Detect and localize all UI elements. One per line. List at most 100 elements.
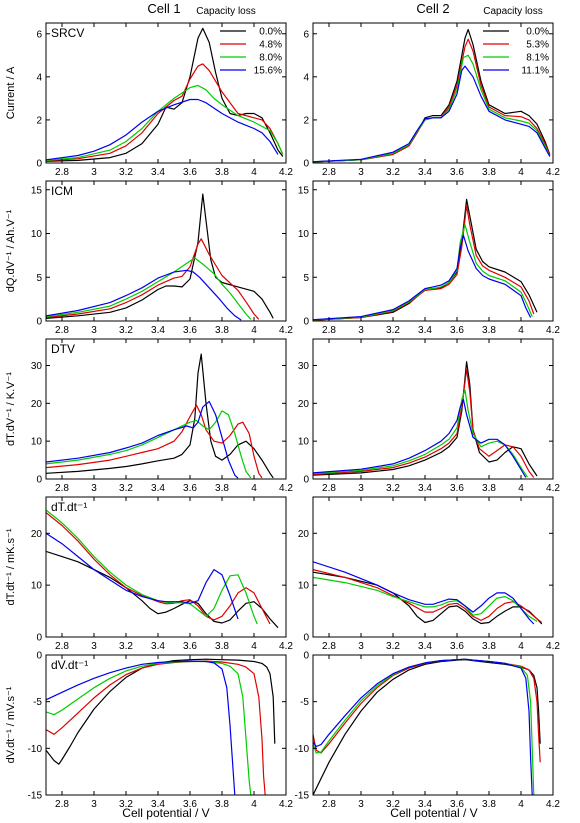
panel-10: 2.8 3 3.2 3.4 3.6 3.8 4 4.2 -15 -10 -5 0 xyxy=(295,651,561,811)
x-tick-label: 3.4 xyxy=(151,483,165,494)
y-tick-label: 5 xyxy=(36,273,42,284)
series-group xyxy=(313,361,538,478)
series-line-5.3% xyxy=(313,569,543,623)
x-tick-label: 3.6 xyxy=(183,483,197,494)
y-tick-label: 30 xyxy=(298,361,310,372)
series-line-0.0% xyxy=(46,353,274,479)
series-line-5.3% xyxy=(313,368,535,478)
x-tick-label: 4 xyxy=(518,325,524,336)
series-line-11.1% xyxy=(313,561,535,625)
y-tick-label: 10 xyxy=(31,581,43,592)
series-line-4.8% xyxy=(46,238,260,320)
series-line-8.1% xyxy=(313,658,535,795)
x-tick-label: 3.8 xyxy=(215,641,229,652)
y-tick-label: 0 xyxy=(36,633,42,644)
x-tick-label: 3.2 xyxy=(119,167,133,178)
plot-frame xyxy=(312,496,554,638)
x-axis-label-cell1: Cell potential / V xyxy=(122,806,209,820)
y-tick-label: 0 xyxy=(36,159,42,170)
legend-label: 11.1% xyxy=(521,66,549,77)
x-tick-label: 3.8 xyxy=(482,483,496,494)
y-tick-label: 0 xyxy=(303,475,309,486)
x-tick-label: 3.2 xyxy=(119,641,133,652)
x-tick-label: 3 xyxy=(358,799,364,810)
y-axis-label: dQ.dV⁻¹ / Ah.V⁻¹ xyxy=(5,209,17,292)
x-tick-label: 3.4 xyxy=(151,167,165,178)
y-tick-label: 10 xyxy=(31,437,43,448)
x-tick-label: 3.4 xyxy=(151,641,165,652)
x-tick-label: 2.8 xyxy=(322,799,336,810)
y-tick-label: 10 xyxy=(31,229,43,240)
y-tick-label: 0 xyxy=(303,317,309,328)
x-tick-label: 3.8 xyxy=(215,799,229,810)
series-group xyxy=(313,28,551,163)
series-line-8.1% xyxy=(313,224,533,321)
series-line-11.1% xyxy=(313,65,551,163)
y-tick-label: 2 xyxy=(36,115,42,126)
x-tick-label: 3.6 xyxy=(450,325,464,336)
x-tick-label: 3 xyxy=(91,641,97,652)
y-tick-label: -15 xyxy=(295,791,310,802)
series-line-0.0% xyxy=(313,361,538,477)
panel-title: dV.dt⁻¹ xyxy=(51,658,88,672)
series-line-4.8% xyxy=(46,660,266,795)
y-tick-label: -5 xyxy=(33,697,42,708)
x-tick-label: 3.4 xyxy=(151,325,165,336)
x-tick-label: 3.4 xyxy=(418,325,432,336)
x-tick-label: 3.6 xyxy=(183,167,197,178)
panel-title: DTV xyxy=(51,342,75,356)
series-line-0.0% xyxy=(313,198,538,321)
panel-2: 2.8 3 3.2 3.4 3.6 3.8 4 4.2 0 2 4 6 Capacity loss 0.0… xyxy=(303,6,560,178)
x-tick-label: 3.6 xyxy=(450,483,464,494)
y-tick-label: 20 xyxy=(298,529,310,540)
x-tick-label: 2.8 xyxy=(55,641,69,652)
x-tick-label: 4.2 xyxy=(279,483,293,494)
x-tick-label: 2.8 xyxy=(55,799,69,810)
y-tick-label: -10 xyxy=(28,744,43,755)
x-tick-label: 4 xyxy=(518,483,524,494)
series-line-8.0% xyxy=(46,410,252,479)
x-tick-label: 3 xyxy=(91,325,97,336)
y-axis-label: dV.dt⁻¹ / mV.s⁻¹ xyxy=(5,686,17,763)
x-tick-label: 4 xyxy=(251,641,257,652)
x-tick-label: 3.4 xyxy=(418,799,432,810)
series-line-15.6% xyxy=(46,269,242,321)
series-line-0.0% xyxy=(46,27,284,162)
x-tick-label: 3.4 xyxy=(418,167,432,178)
x-tick-label: 3.8 xyxy=(215,483,229,494)
panel-title: SRCV xyxy=(51,26,84,40)
y-tick-label: 20 xyxy=(31,529,43,540)
x-tick-label: 2.8 xyxy=(322,325,336,336)
y-tick-label: 30 xyxy=(31,361,43,372)
y-axis-label: Current / A xyxy=(5,66,17,119)
plot-frame xyxy=(312,338,554,480)
y-tick-label: 20 xyxy=(31,399,43,410)
series-line-4.8% xyxy=(46,63,284,162)
legend-title: Capacity loss xyxy=(483,6,542,17)
y-tick-label: 2 xyxy=(303,115,309,126)
y-tick-label: 0 xyxy=(303,633,309,644)
series-line-11.1% xyxy=(313,398,527,478)
x-tick-label: 3.8 xyxy=(482,167,496,178)
x-tick-label: 4.2 xyxy=(279,167,293,178)
panel-title: ICM xyxy=(51,184,73,198)
y-tick-label: 10 xyxy=(298,437,310,448)
x-tick-label: 3.6 xyxy=(450,167,464,178)
x-tick-label: 3.6 xyxy=(183,641,197,652)
series-line-5.3% xyxy=(313,38,551,163)
x-tick-label: 4 xyxy=(251,167,257,178)
panel-9: 2.8 3 3.2 3.4 3.6 3.8 4 4.2 -15 -10 -5 0 dV.dt⁻¹ / m… xyxy=(5,651,293,811)
y-tick-label: 4 xyxy=(36,72,42,83)
x-axis-label-cell2: Cell potential / V xyxy=(390,806,477,820)
x-tick-label: 3 xyxy=(91,167,97,178)
x-tick-label: 4.2 xyxy=(546,483,560,494)
series-line-8.0% xyxy=(46,660,252,795)
x-tick-label: 3.8 xyxy=(215,325,229,336)
series-line-8.1% xyxy=(313,54,551,163)
x-tick-label: 2.8 xyxy=(322,641,336,652)
x-tick-label: 3.6 xyxy=(183,325,197,336)
panel-5: 2.8 3 3.2 3.4 3.6 3.8 4 4.2 0 10 20 30 dT.dV⁻¹ / K.V… xyxy=(5,338,293,494)
x-tick-label: 3.8 xyxy=(482,325,496,336)
y-tick-label: 6 xyxy=(303,29,309,40)
y-tick-label: 0 xyxy=(303,651,309,662)
